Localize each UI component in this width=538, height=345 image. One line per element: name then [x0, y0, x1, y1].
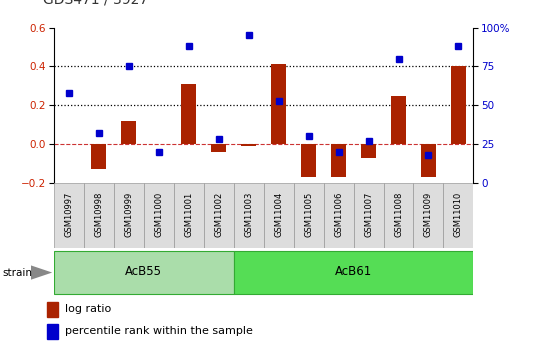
Text: GSM11010: GSM11010	[454, 192, 463, 237]
Bar	[331, 144, 346, 177]
Bar	[353, 183, 384, 248]
Bar	[174, 183, 204, 248]
Bar	[47, 324, 58, 339]
Text: strain: strain	[3, 268, 33, 277]
Text: AcB61: AcB61	[335, 265, 372, 278]
Text: GSM11006: GSM11006	[334, 191, 343, 237]
Bar	[84, 183, 114, 248]
Bar	[54, 251, 233, 294]
Bar	[264, 183, 294, 248]
Text: GSM11005: GSM11005	[304, 192, 313, 237]
Bar	[241, 144, 256, 146]
Bar	[144, 183, 174, 248]
Bar	[443, 183, 473, 248]
Bar	[451, 66, 466, 144]
Bar	[181, 84, 196, 144]
Text: GSM11007: GSM11007	[364, 191, 373, 237]
Bar	[271, 65, 286, 144]
Bar	[294, 183, 323, 248]
Text: AcB55: AcB55	[125, 265, 162, 278]
Text: GSM11003: GSM11003	[244, 191, 253, 237]
Bar	[114, 183, 144, 248]
Bar	[391, 96, 406, 144]
Text: percentile rank within the sample: percentile rank within the sample	[65, 326, 252, 336]
Bar	[121, 121, 136, 144]
Text: GSM11004: GSM11004	[274, 192, 283, 237]
Bar	[421, 144, 436, 177]
Bar	[323, 183, 353, 248]
Bar	[233, 251, 473, 294]
Bar	[384, 183, 414, 248]
Bar	[414, 183, 443, 248]
Bar	[91, 144, 106, 169]
Text: GDS471 / 3927: GDS471 / 3927	[43, 0, 148, 7]
Text: GSM10997: GSM10997	[64, 191, 73, 237]
Bar	[233, 183, 264, 248]
Bar	[301, 144, 316, 177]
Text: GSM10999: GSM10999	[124, 192, 133, 237]
Polygon shape	[31, 265, 52, 280]
Bar	[211, 144, 226, 152]
Text: log ratio: log ratio	[65, 304, 111, 314]
Bar	[47, 302, 58, 317]
Text: GSM11009: GSM11009	[424, 192, 433, 237]
Bar	[204, 183, 233, 248]
Bar	[54, 183, 84, 248]
Text: GSM10998: GSM10998	[94, 191, 103, 237]
Text: GSM11001: GSM11001	[184, 192, 193, 237]
Text: GSM11008: GSM11008	[394, 191, 403, 237]
Text: GSM11000: GSM11000	[154, 192, 163, 237]
Bar	[361, 144, 376, 158]
Text: GSM11002: GSM11002	[214, 192, 223, 237]
